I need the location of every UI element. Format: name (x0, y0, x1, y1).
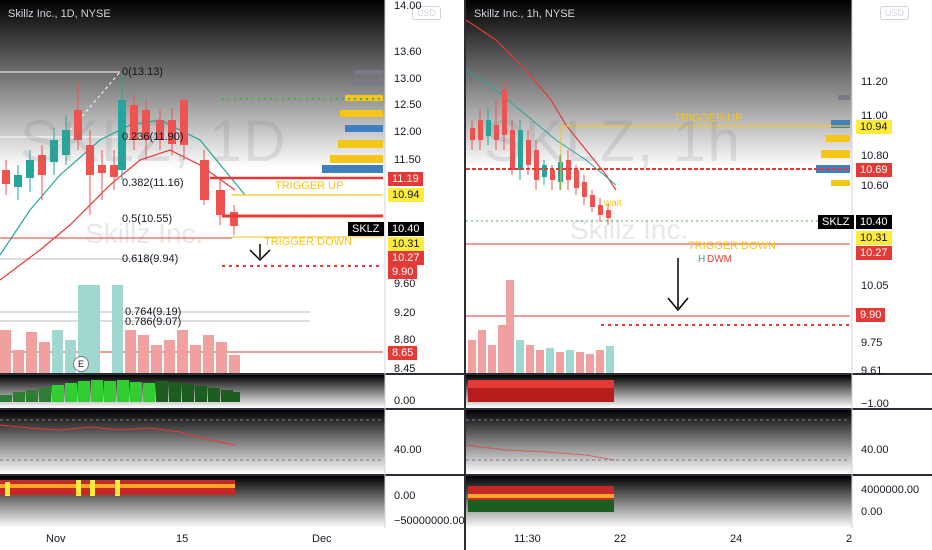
symbol-watermark: SKLZ, 1D (20, 109, 288, 174)
chart-pane-daily[interactable]: Skillz Inc., 1D, NYSE USD SKLZ, 1D Skill… (0, 0, 464, 550)
oscillator-3 (0, 480, 235, 496)
time-label: 2 (846, 533, 853, 545)
oscillator-2-line (0, 424, 236, 446)
daily-candles (2, 75, 238, 235)
price-axis-label: 9.60 (394, 278, 416, 290)
osc2-axis-label: 40.00 (394, 444, 422, 456)
price-tag-10-40: 10.40 (856, 215, 892, 229)
daily-chart-canvas[interactable] (0, 0, 464, 550)
time-label: Nov (46, 533, 66, 545)
hourly-volume (468, 280, 614, 373)
price-tag-10-31: 10.31 (856, 231, 892, 245)
price-axis-label: 14.00 (394, 0, 422, 12)
chart-pane-hourly[interactable]: Skillz Inc., 1h, NYSE USD SKLZ, 1h Skill… (466, 0, 932, 550)
price-tag-10-40: 10.40 (388, 222, 424, 236)
oscillator-1 (0, 380, 240, 402)
down-arrow-marker (249, 244, 271, 262)
osc2-axis-label: 40.00 (861, 444, 889, 456)
price-axis-label: 9.75 (861, 337, 883, 349)
time-label: Dec (312, 533, 332, 545)
oscillator-1 (468, 380, 614, 402)
osc1-axis-label: 0.00 (394, 395, 416, 407)
price-axis-label: 13.60 (394, 46, 422, 58)
trigger-up-label: TRIGGER UP (275, 180, 344, 192)
fib-786-label: 0.786(9.07) (125, 316, 182, 328)
price-tag-10-69: 10.69 (856, 163, 892, 177)
price-axis-label: 9.61 (861, 365, 883, 377)
currency-badge[interactable]: USD (880, 6, 910, 20)
price-axis-label: 11.20 (861, 76, 888, 88)
osc3-axis-label: 0.00 (394, 490, 416, 502)
price-axis-label: 8.45 (394, 363, 416, 375)
ma-red (0, 149, 236, 281)
chart-title: Skillz Inc., 1D, NYSE (8, 8, 111, 20)
symbol-watermark: SKLZ, 1h (484, 109, 742, 174)
price-axis-label: 10.60 (861, 180, 889, 192)
ma-green (0, 119, 246, 256)
price-tag-10-31: 10.31 (388, 237, 424, 251)
osc3-axis-label: 0.00 (861, 506, 883, 518)
time-axis[interactable]: 11:30 22 24 2 (466, 528, 932, 550)
currency-badge[interactable]: USD (412, 6, 442, 20)
fib-764-label: 0.764(9.19) (125, 306, 182, 318)
oscillator-3 (468, 486, 614, 512)
dwm-label: DWM (707, 254, 732, 265)
price-tag-10-27: 10.27 (856, 246, 892, 260)
fib-382-label: 0.382(11.16) (122, 177, 184, 189)
oscillator-2-line (466, 444, 615, 461)
osc1-axis-label: −1.00 (861, 398, 889, 410)
ma-red (466, 19, 617, 191)
daily-volume (0, 285, 240, 373)
price-axis-label: 11.50 (394, 154, 421, 166)
time-axis[interactable]: Nov 15 Dec (0, 528, 464, 550)
hourly-chart-canvas[interactable] (466, 0, 932, 550)
fib-5-label: 0.5(10.55) (122, 213, 173, 225)
price-axis-label: 13.00 (394, 73, 422, 85)
trigger-up-label: TRIGGER UP (674, 112, 743, 124)
osc3-axis-label: 4000000.00 (861, 484, 920, 496)
price-axis-label: 11.00 (861, 110, 888, 122)
price-axis-label: 9.20 (394, 307, 416, 319)
price-axis-label: 12.00 (394, 126, 422, 138)
chart-title: Skillz Inc., 1h, NYSE (474, 8, 575, 20)
price-axis-label: 10.80 (861, 150, 889, 162)
price-tag-8-65: 8.65 (388, 346, 418, 360)
time-label: 24 (730, 533, 743, 545)
price-axis-label: 12.50 (394, 99, 422, 111)
fib-0-label: 0(13.13) (122, 66, 163, 78)
ma-green (466, 69, 617, 186)
time-label: 22 (614, 533, 627, 545)
fib-236-label: 0.236(11.90) (122, 131, 184, 143)
price-tag-9-90: 9.90 (856, 308, 886, 322)
company-watermark: Skillz Inc. (85, 218, 204, 249)
pane-divider[interactable] (464, 0, 466, 550)
trigger-down-label: TRIGGER DOWN (264, 236, 352, 248)
price-tag-10-94: 10.94 (388, 188, 424, 202)
fib-618-label: 0.618(9.94) (122, 253, 179, 265)
price-tag-10-27: 10.27 (388, 251, 424, 265)
price-tag-11-19: 11.19 (388, 172, 423, 186)
company-watermark: Skillz Inc. (570, 214, 689, 245)
time-label: 11:30 (514, 533, 541, 545)
wait-label: wait (604, 198, 622, 209)
symbol-price-label: SKLZ (348, 222, 384, 236)
price-axis-label: 8.80 (394, 334, 416, 346)
symbol-price-label: SKLZ (818, 215, 854, 229)
price-tag-9-90: 9.90 (388, 265, 418, 279)
earnings-icon[interactable]: E (73, 356, 89, 372)
h-marker: H (698, 254, 706, 265)
price-tag-10-94: 10.94 (856, 120, 892, 134)
volume-profile (322, 70, 383, 173)
time-label: 15 (176, 533, 189, 545)
down-arrow-marker (667, 258, 689, 312)
trigger-down-label: TRIGGER DOWN (688, 240, 776, 252)
price-axis-label: 10.05 (861, 280, 889, 292)
osc3-axis-label: −50000000.00 (394, 515, 464, 527)
